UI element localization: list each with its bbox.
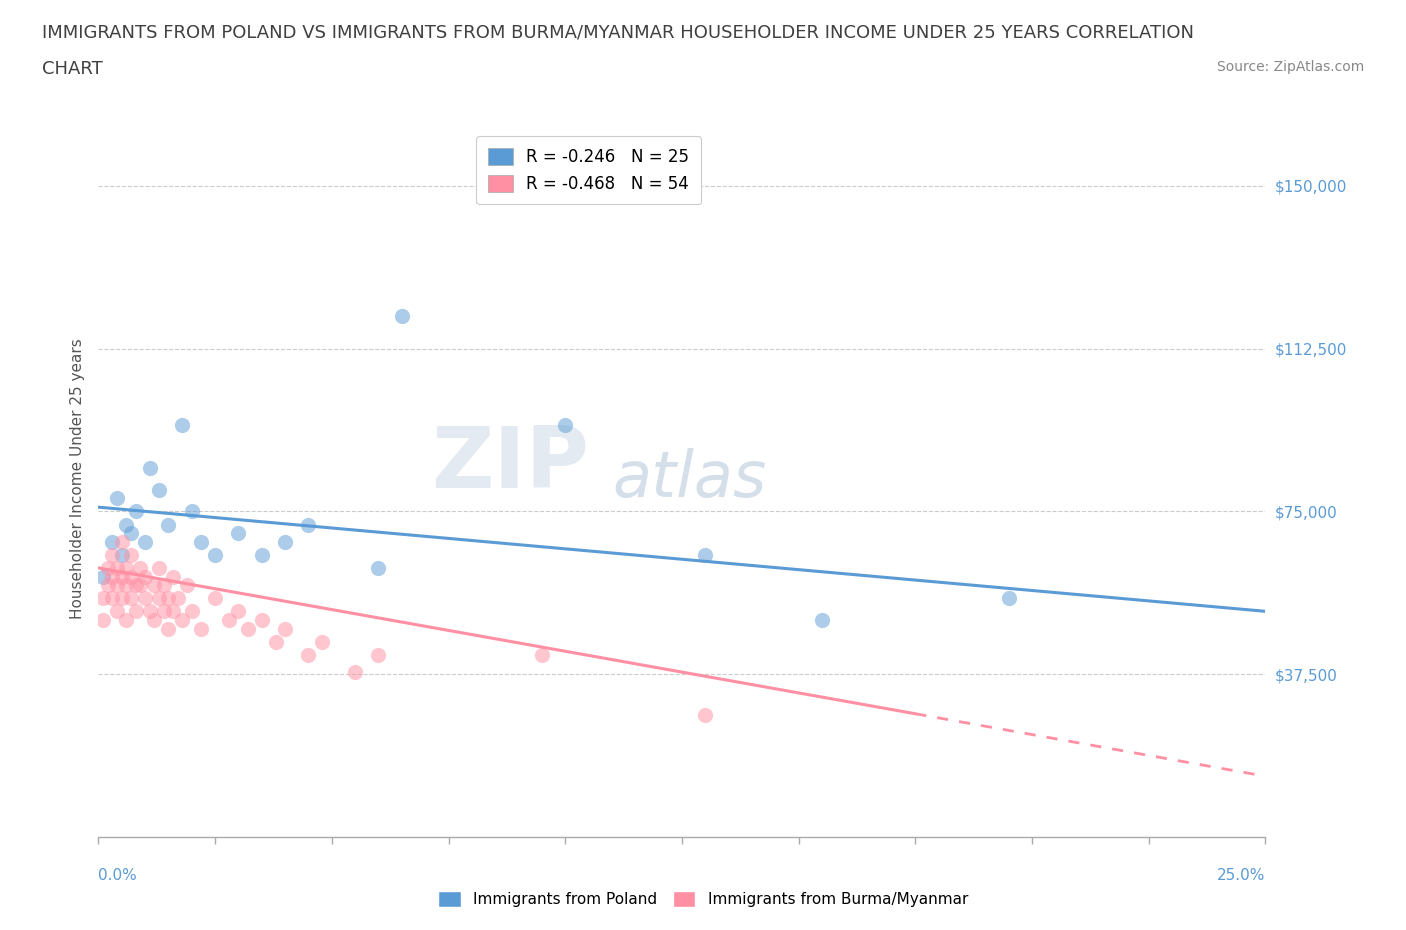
- Point: [157, 621, 180, 636]
- Point: [139, 460, 162, 475]
- Point: [297, 517, 319, 532]
- Point: [97, 578, 120, 592]
- Point: [143, 613, 166, 628]
- Text: 0.0%: 0.0%: [98, 868, 138, 883]
- Point: [139, 604, 162, 618]
- Point: [180, 504, 202, 519]
- Point: [554, 418, 576, 432]
- Point: [367, 561, 389, 576]
- Point: [134, 591, 156, 605]
- Point: [236, 621, 259, 636]
- Point: [180, 604, 202, 618]
- Point: [129, 578, 152, 592]
- Y-axis label: Householder Income Under 25 years: Householder Income Under 25 years: [69, 339, 84, 619]
- Point: [91, 591, 114, 605]
- Point: [120, 569, 142, 584]
- Point: [115, 561, 138, 576]
- Point: [111, 591, 134, 605]
- Point: [157, 517, 180, 532]
- Point: [530, 647, 553, 662]
- Point: [125, 504, 148, 519]
- Point: [274, 621, 297, 636]
- Point: [274, 535, 297, 550]
- Point: [228, 604, 250, 618]
- Point: [97, 561, 120, 576]
- Point: [125, 578, 148, 592]
- Point: [111, 569, 134, 584]
- Point: [111, 548, 134, 563]
- Point: [190, 621, 212, 636]
- Point: [115, 613, 138, 628]
- Point: [134, 569, 156, 584]
- Point: [129, 561, 152, 576]
- Point: [250, 548, 273, 563]
- Text: IMMIGRANTS FROM POLAND VS IMMIGRANTS FROM BURMA/MYANMAR HOUSEHOLDER INCOME UNDER: IMMIGRANTS FROM POLAND VS IMMIGRANTS FRO…: [42, 23, 1194, 41]
- Point: [218, 613, 240, 628]
- Point: [204, 591, 226, 605]
- Point: [695, 708, 717, 723]
- Text: CHART: CHART: [42, 60, 103, 78]
- Point: [105, 578, 128, 592]
- Point: [105, 491, 128, 506]
- Point: [91, 613, 114, 628]
- Point: [176, 578, 198, 592]
- Point: [157, 591, 180, 605]
- Point: [101, 591, 124, 605]
- Point: [162, 604, 184, 618]
- Text: 25.0%: 25.0%: [1218, 868, 1265, 883]
- Point: [111, 535, 134, 550]
- Point: [120, 525, 142, 540]
- Point: [166, 591, 188, 605]
- Point: [344, 665, 367, 680]
- Legend: Immigrants from Poland, Immigrants from Burma/Myanmar: Immigrants from Poland, Immigrants from …: [432, 884, 974, 913]
- Legend: R = -0.246   N = 25, R = -0.468   N = 54: R = -0.246 N = 25, R = -0.468 N = 54: [477, 137, 700, 205]
- Point: [120, 591, 142, 605]
- Text: ZIP: ZIP: [430, 423, 589, 506]
- Point: [105, 561, 128, 576]
- Point: [172, 613, 194, 628]
- Point: [250, 613, 273, 628]
- Point: [367, 647, 389, 662]
- Point: [148, 591, 170, 605]
- Point: [148, 483, 170, 498]
- Point: [228, 525, 250, 540]
- Point: [101, 548, 124, 563]
- Point: [152, 578, 174, 592]
- Point: [101, 569, 124, 584]
- Point: [120, 548, 142, 563]
- Point: [204, 548, 226, 563]
- Point: [91, 569, 114, 584]
- Point: [148, 561, 170, 576]
- Point: [695, 548, 717, 563]
- Point: [391, 309, 413, 324]
- Point: [152, 604, 174, 618]
- Point: [264, 634, 287, 649]
- Point: [105, 604, 128, 618]
- Point: [134, 535, 156, 550]
- Point: [115, 578, 138, 592]
- Text: Source: ZipAtlas.com: Source: ZipAtlas.com: [1216, 60, 1364, 74]
- Point: [811, 613, 834, 628]
- Text: atlas: atlas: [612, 448, 766, 510]
- Point: [997, 591, 1019, 605]
- Point: [115, 517, 138, 532]
- Point: [190, 535, 212, 550]
- Point: [101, 535, 124, 550]
- Point: [311, 634, 333, 649]
- Point: [172, 418, 194, 432]
- Point: [162, 569, 184, 584]
- Point: [297, 647, 319, 662]
- Point: [125, 604, 148, 618]
- Point: [143, 578, 166, 592]
